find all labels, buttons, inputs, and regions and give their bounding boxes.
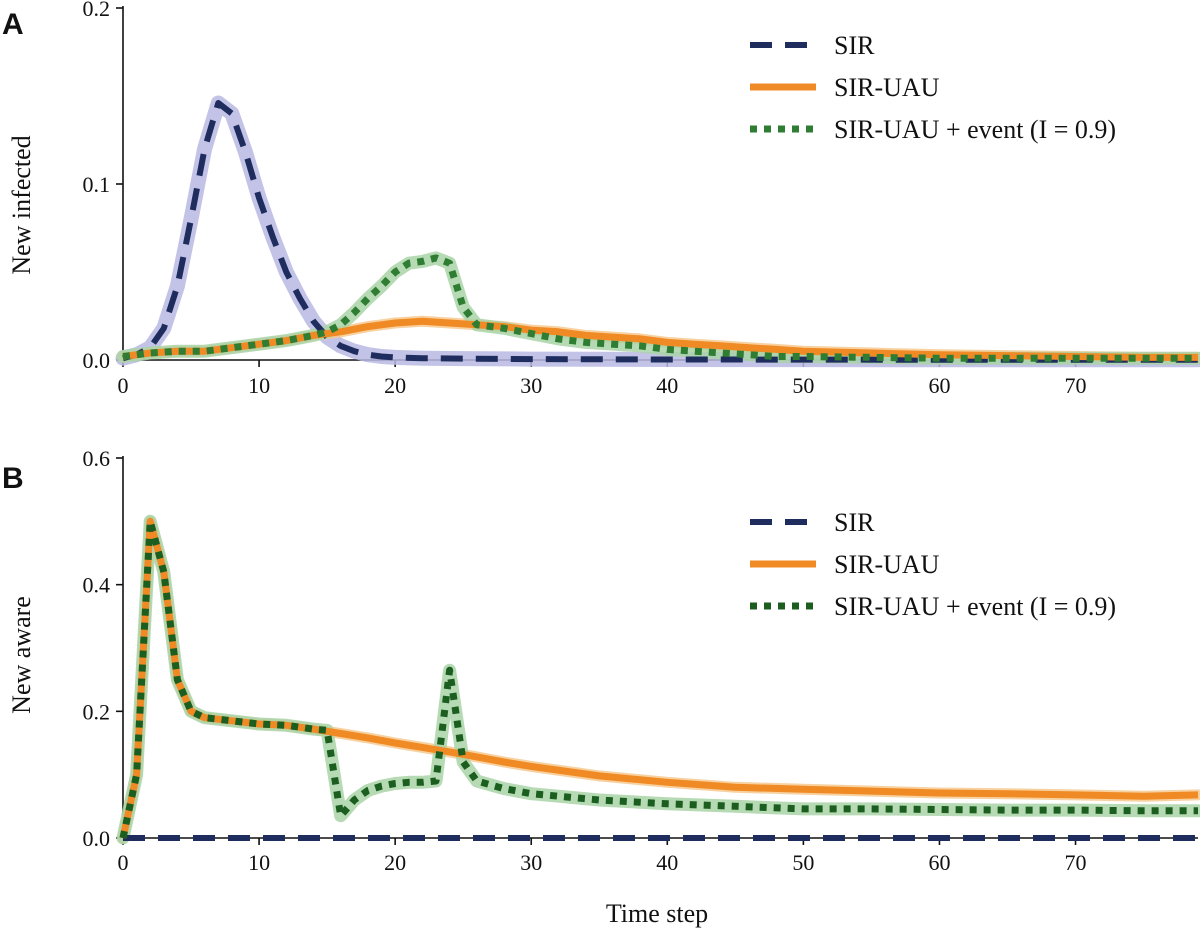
x-tick-label: 20 (384, 373, 406, 398)
panel-b-y-axis-title: New aware (7, 596, 36, 714)
panel-a-legend: SIR SIR-UAU SIR-UAU + event (I = 0.9) (750, 31, 1116, 144)
panel-a-letter: A (2, 8, 24, 41)
x-tick-label: 10 (248, 850, 270, 875)
x-axis-title: Time step (606, 899, 708, 928)
panel-b-letter: B (2, 462, 24, 495)
x-tick-label: 40 (656, 373, 678, 398)
panel-b-uncertainty-bands (116, 514, 1200, 845)
legend-label-sir-uau: SIR-UAU (834, 73, 940, 102)
series-line-sir-uau-event (122, 254, 1198, 362)
y-tick-label: 0.1 (83, 172, 111, 197)
panel-b-legend: SIR SIR-UAU SIR-UAU + event (I = 0.9) (750, 508, 1116, 621)
panel-b: B New aware 0.00.20.40.60 10 20 30 40 50 60 70 … (2, 446, 1200, 875)
panel-a-series-lines (122, 100, 1198, 363)
panel-a: A New infected 0.00.10.20 10 20 30 40 50 60 70 … (2, 0, 1200, 398)
x-tick-label: 50 (792, 850, 814, 875)
x-tick-label: 20 (384, 850, 406, 875)
x-tick-label: 30 (520, 373, 542, 398)
panel-b-series-lines (119, 517, 1199, 841)
y-tick-label: 0.6 (83, 446, 111, 471)
series-line-sir (122, 100, 1198, 363)
x-tick-label: 60 (928, 850, 950, 875)
x-tick-label: 60 (928, 373, 950, 398)
y-tick-label: 0.2 (83, 0, 111, 21)
x-tick-label: 70 (1065, 850, 1087, 875)
series-band-1 (117, 515, 1200, 844)
x-tick-label: 10 (248, 373, 270, 398)
legend-label-sir: SIR (834, 508, 875, 537)
x-tick-label: 0 (118, 373, 129, 398)
legend-label-sir-uau-event: SIR-UAU + event (I = 0.9) (834, 592, 1116, 621)
x-tick-label: 0 (118, 850, 129, 875)
series-line-sir-uau (119, 517, 1199, 839)
y-tick-label: 0.2 (83, 699, 111, 724)
y-tick-label: 0.4 (83, 573, 111, 598)
x-tick-label: 70 (1065, 373, 1087, 398)
x-tick-label: 50 (792, 373, 814, 398)
y-tick-label: 0.0 (83, 348, 111, 373)
x-tick-label: 40 (656, 850, 678, 875)
legend-label-sir: SIR (834, 31, 875, 60)
legend-label-sir-uau-event: SIR-UAU + event (I = 0.9) (834, 115, 1116, 144)
x-tick-label: 30 (520, 850, 542, 875)
legend-label-sir-uau: SIR-UAU (834, 550, 940, 579)
panel-a-y-axis-title: New infected (7, 135, 36, 274)
y-tick-label: 0.0 (83, 826, 111, 851)
